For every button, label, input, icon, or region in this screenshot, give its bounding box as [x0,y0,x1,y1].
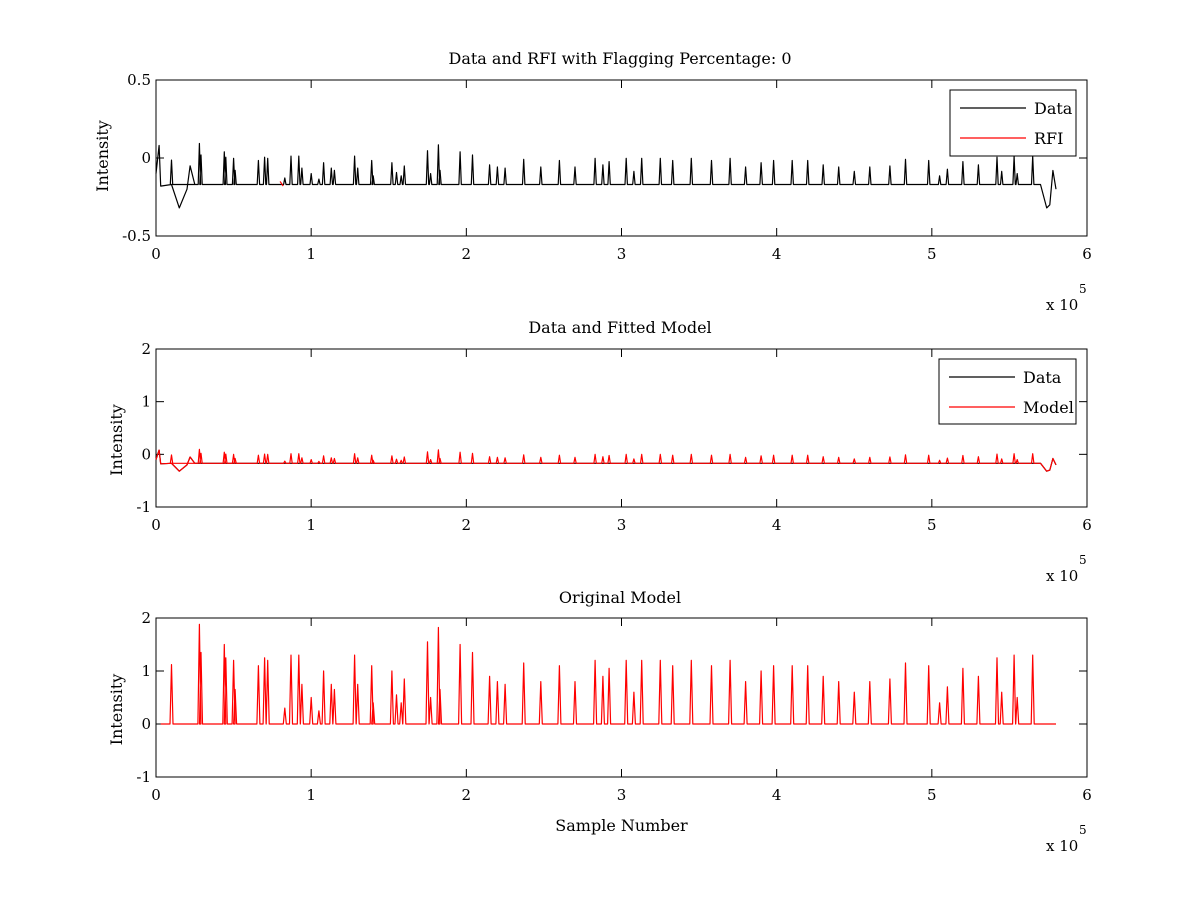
legend-box [938,358,1077,425]
legend-label: Data [1023,368,1062,387]
x-tick-label: 4 [772,245,782,263]
y-tick-label: 1 [141,662,151,680]
x-exponent-label: x 10 [1046,567,1078,585]
legend-label: Model [1023,398,1074,417]
x-tick-label: 5 [927,516,937,534]
y-axis-label: Intensity [107,404,126,476]
x-tick-label: 2 [462,516,472,534]
x-tick-label: 0 [151,516,161,534]
y-tick-label: 0 [141,149,151,167]
x-tick-label: 6 [1082,516,1092,534]
y-tick-label: 0 [141,445,151,463]
y-tick-label: 2 [141,340,151,358]
x-tick-label: 3 [617,786,627,804]
x-exponent-power: 5 [1079,823,1087,837]
x-tick-label: 4 [772,786,782,804]
subplot-data-and-rfi: Data and RFI with Flagging Percentage: 0… [93,49,1092,314]
x-exponent-power: 5 [1079,553,1087,567]
x-tick-label: 2 [462,245,472,263]
legend-label: RFI [1034,129,1063,148]
series-line-model [155,448,1057,472]
y-tick-label: -0.5 [122,227,151,245]
series-line-data [155,142,1057,209]
x-tick-label: 3 [617,245,627,263]
legend-box [949,89,1077,157]
plot-area [155,348,1088,508]
y-tick-label: 0.5 [127,71,151,89]
y-axis-label: Intensity [93,120,112,192]
y-tick-label: -1 [136,498,151,516]
x-exponent-power: 5 [1079,282,1087,296]
subplot-title: Data and Fitted Model [528,318,711,337]
legend: Data RFI [949,89,1077,157]
x-tick-label: 1 [306,786,316,804]
y-tick-label: 2 [141,609,151,627]
legend: Data Model [938,358,1077,425]
plot-area [155,79,1088,237]
x-tick-label: 5 [927,786,937,804]
y-tick-label: 0 [141,715,151,733]
x-tick-label: 6 [1082,786,1092,804]
x-tick-label: 3 [617,516,627,534]
x-exponent-label: x 10 [1046,837,1078,855]
x-axis-label: Sample Number [555,816,688,835]
x-tick-label: 1 [306,245,316,263]
series-line-rfi [279,181,284,187]
subplot-title: Data and RFI with Flagging Percentage: 0 [448,49,791,68]
x-tick-label: 6 [1082,245,1092,263]
y-axis-label: Intensity [107,674,126,746]
x-tick-label: 0 [151,786,161,804]
x-tick-label: 1 [306,516,316,534]
subplot-title: Original Model [559,588,681,607]
series-line-model [160,623,1056,725]
x-exponent-label: x 10 [1046,296,1078,314]
x-tick-label: 5 [927,245,937,263]
x-tick-label: 0 [151,245,161,263]
legend-label: Data [1034,99,1073,118]
y-tick-label: -1 [136,768,151,786]
x-tick-label: 4 [772,516,782,534]
y-tick-label: 1 [141,393,151,411]
x-tick-label: 2 [462,786,472,804]
